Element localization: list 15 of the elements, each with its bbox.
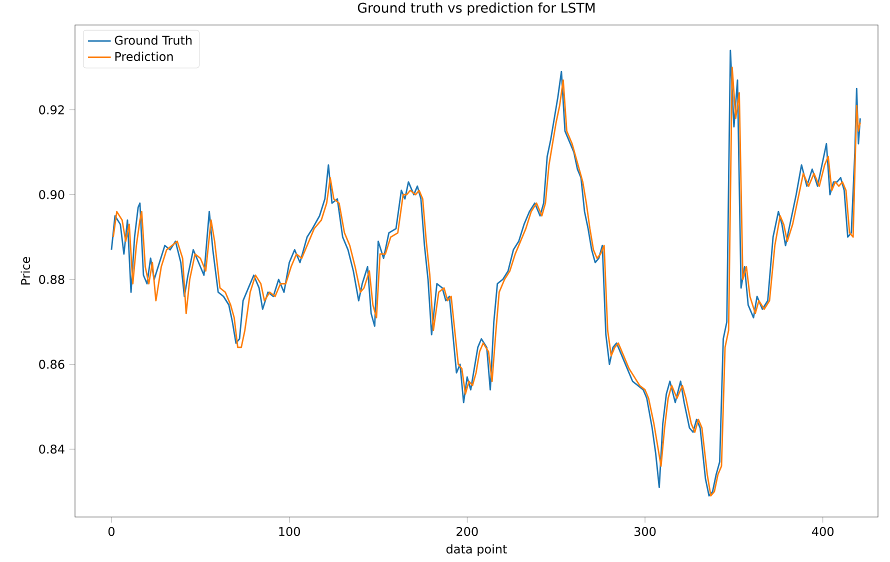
y-tick-label: 0.90 [39, 190, 64, 200]
chart-title: Ground truth vs prediction for LSTM [358, 2, 595, 16]
y-tick-label: 0.92 [39, 105, 64, 114]
y-axis-title: Price [20, 256, 30, 284]
x-tick-label: 200 [456, 526, 478, 536]
y-tick-label: 0.84 [39, 444, 64, 454]
y-tick-label: 0.88 [39, 274, 64, 284]
x-tick-label: 300 [634, 526, 656, 536]
x-tick-label: 0 [108, 526, 114, 536]
x-tick-label: 400 [812, 526, 834, 536]
x-axis-title: data point [446, 544, 507, 556]
y-tick-label: 0.86 [39, 360, 64, 369]
legend-label: Prediction [115, 52, 173, 62]
x-tick-label: 100 [279, 526, 300, 536]
legend-label: Ground Truth [114, 36, 192, 45]
